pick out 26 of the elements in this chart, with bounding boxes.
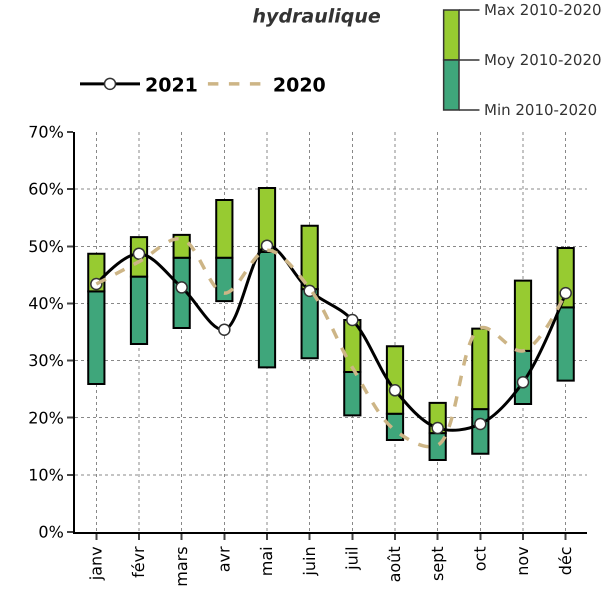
y-tick-label: 50% — [28, 236, 64, 256]
x-tick-label: avr — [214, 546, 234, 572]
x-tick-label: août — [385, 546, 404, 582]
x-tick-label: oct — [470, 546, 490, 572]
legend-label: 2020 — [272, 74, 326, 96]
x-tick-label: juin — [300, 546, 319, 577]
y-tick-label: 40% — [28, 294, 64, 314]
x-tick-label: juil — [342, 546, 362, 571]
y-tick-label: 20% — [28, 408, 64, 428]
y-tick-label: 60% — [28, 180, 64, 199]
text: Max 2010-2020 — [484, 1, 602, 19]
y-tick-label: 70% — [28, 122, 64, 142]
x-tick-label: déc — [556, 546, 575, 576]
legend-label: 2021 — [145, 74, 198, 96]
x-tick-label: sept — [428, 546, 447, 582]
x-tick-label: mars — [172, 546, 191, 587]
x-tick-label: mai — [257, 546, 276, 576]
x-tick-label: févr — [129, 546, 148, 578]
y-tick-label: 30% — [28, 351, 64, 370]
text: Moy 2010-2020 — [484, 51, 602, 69]
chart-title: hydraulique — [252, 5, 381, 28]
text: Min 2010-2020 — [484, 101, 598, 119]
x-tick-label: janv — [86, 546, 106, 582]
x-tick-label: nov — [513, 546, 532, 576]
y-tick-label: 0% — [38, 522, 64, 542]
y-tick-label: 10% — [28, 465, 64, 484]
